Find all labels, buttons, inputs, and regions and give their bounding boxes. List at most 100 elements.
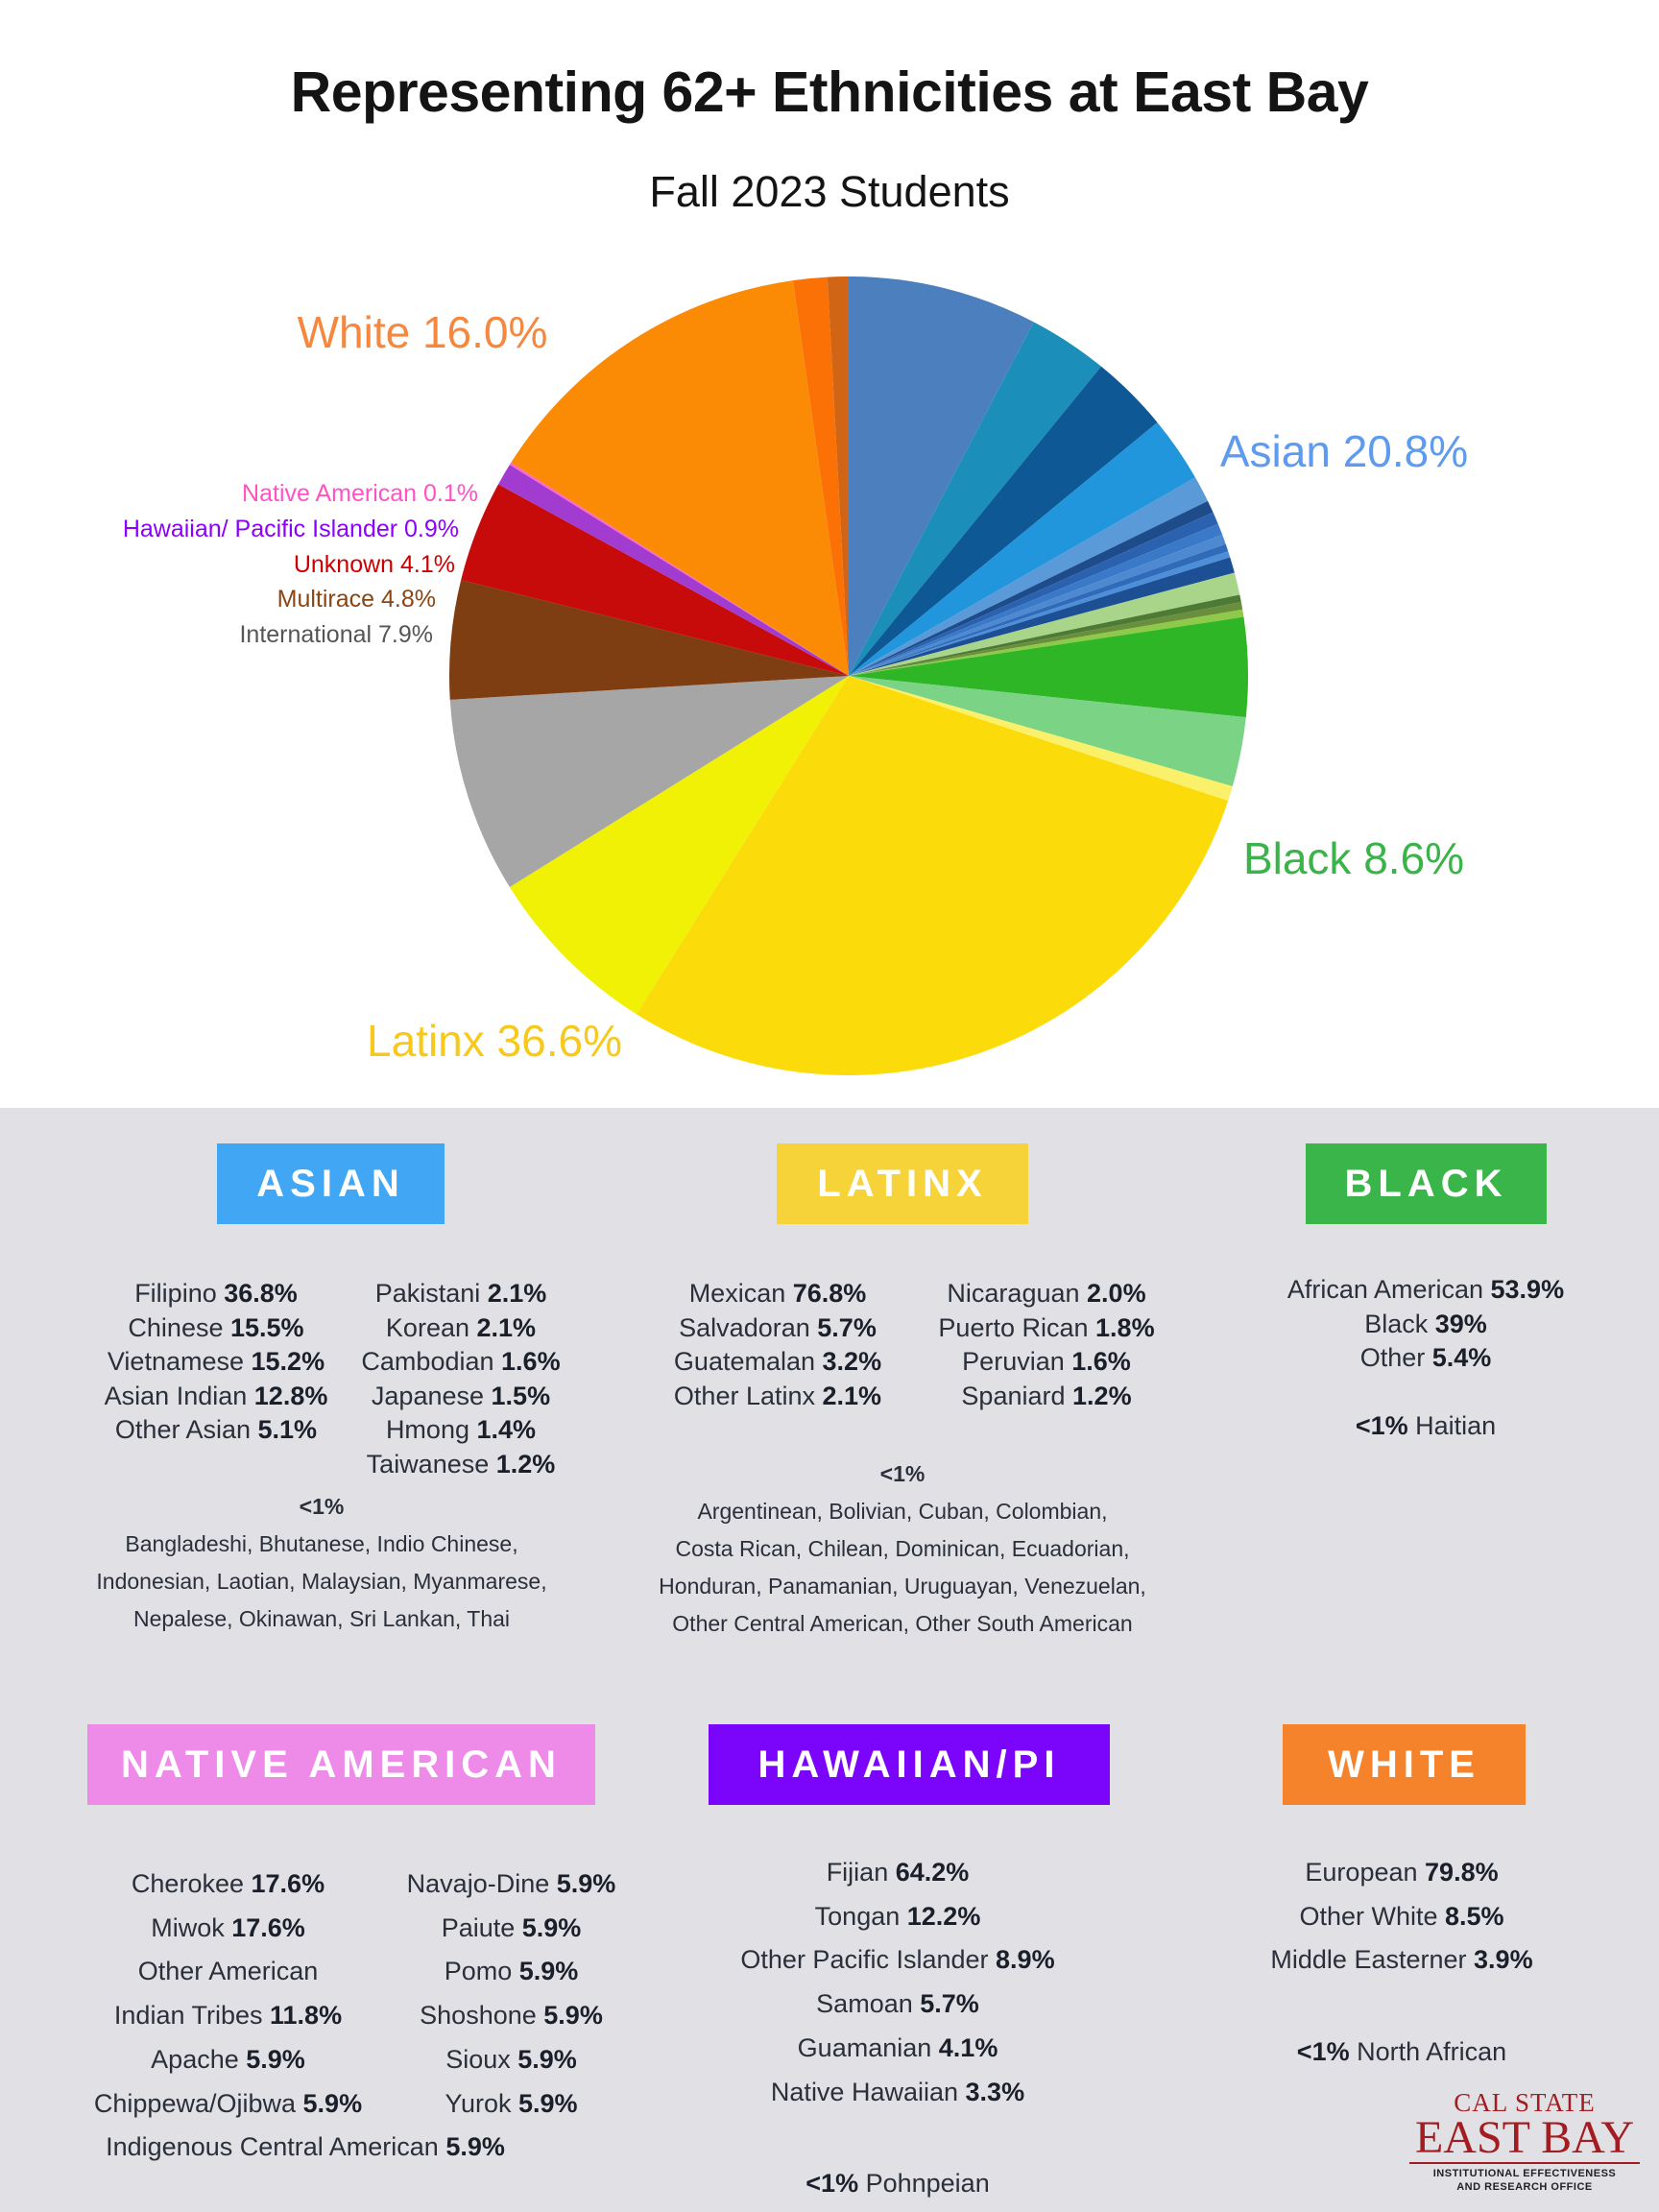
native-american-name: Indigenous Central American: [106, 2132, 439, 2161]
hawaiian-pi-under-1pct-label: <1%: [805, 2169, 859, 2199]
asian-column-2: Pakistani 2.1% Korean 2.1% Cambodian 1.6% J…: [346, 1277, 576, 1481]
hawaiian-pi-row: Native Hawaiian 3.3%: [706, 2071, 1090, 2115]
pie-slice-asian-11: [849, 557, 1235, 676]
hawaiian-pi-percent: 4.1%: [938, 2032, 998, 2062]
pie-slice-black-0: [849, 572, 1240, 676]
hawaiian-pi-percent: 3.3%: [965, 2077, 1025, 2106]
white-percent: 3.9%: [1474, 1945, 1533, 1975]
asian-row: Asian Indian 12.8%: [86, 1380, 346, 1414]
native-american-header: NATIVE AMERICAN: [87, 1724, 595, 1805]
latinx-under-1pct-heading: <1%: [879, 1461, 926, 1486]
asian-under-1pct-line: Nepalese, Okinawan, Sri Lankan, Thai: [132, 1606, 511, 1631]
pie-slice-asian-5: [849, 500, 1214, 676]
asian-name: Japanese: [371, 1381, 485, 1410]
native-american-row: Yurok 5.9%: [389, 2082, 634, 2127]
latinx-percent: 1.2%: [1072, 1381, 1132, 1410]
latinx-percent: 1.8%: [1095, 1312, 1155, 1342]
pie-chart: White 16.0% Asian 20.8% Black 8.6% Latinx 3…: [123, 276, 1468, 1076]
white-under-1pct: <1% North African: [1229, 2031, 1575, 2075]
white-row: Other White 8.5%: [1229, 1895, 1575, 1939]
black-row: African American 53.9%: [1238, 1273, 1613, 1308]
latinx-header: LATINX: [777, 1143, 1028, 1224]
pie-slice-asian-8: [849, 534, 1226, 676]
logo-line-3: INSTITUTIONAL EFFECTIVENESS: [1432, 2168, 1617, 2179]
native-american-row: Apache 5.9%: [67, 2038, 389, 2082]
native-american-name: Indian Tribes: [113, 2001, 263, 2031]
latinx-row: Salvadoran 5.7%: [643, 1311, 912, 1346]
native-american-row: Indian Tribes 11.8%: [67, 1994, 389, 2038]
black-under-1pct-name: Haitian: [1415, 1410, 1497, 1440]
pie-slice-hawaiian-pacific-islander-0: [498, 465, 849, 676]
pie-slice-asian-6: [849, 512, 1218, 676]
asian-percent: 1.6%: [501, 1347, 561, 1376]
pie-chart-area: White 16.0% Asian 20.8% Black 8.6% Latinx 3…: [123, 276, 1468, 1076]
pie-slice-asian-4: [849, 477, 1208, 676]
white-header: WHITE: [1283, 1724, 1526, 1805]
slice-label-black: Black 8.6%: [1243, 833, 1464, 883]
latinx-name: Spaniard: [961, 1381, 1066, 1410]
logo-divider: [1409, 2162, 1640, 2164]
native-american-row: Paiute 5.9%: [389, 1907, 634, 1951]
black-list: African American 53.9% Black 39% Other 5.4…: [1238, 1273, 1613, 1443]
pie-slice-black-3: [849, 609, 1244, 676]
black-name: Other: [1359, 1343, 1426, 1372]
hawaiian-pi-row: Guamanian 4.1%: [706, 2027, 1090, 2071]
white-percent: 8.5%: [1445, 1901, 1504, 1931]
native-american-percent: 17.6%: [231, 1912, 305, 1942]
black-under-1pct-label: <1%: [1355, 1410, 1408, 1440]
asian-column-1: Filipino 36.8% Chinese 15.5% Vietnamese 15…: [86, 1277, 346, 1448]
asian-name: Other Asian: [114, 1415, 251, 1444]
hawaiian-pi-list: Fijian 64.2% Tongan 12.2% Other Pacific Is…: [706, 1851, 1090, 2206]
asian-row: Other Asian 5.1%: [86, 1413, 346, 1448]
latinx-row: Puerto Rican 1.8%: [912, 1311, 1181, 1346]
native-american-name: Pomo: [444, 1957, 513, 1986]
pie-slice-asian-2: [849, 366, 1158, 676]
asian-percent: 1.4%: [476, 1415, 537, 1444]
asian-percent: 5.1%: [257, 1415, 318, 1444]
native-american-percent: 5.9%: [543, 2001, 603, 2031]
asian-row: Japanese 1.5%: [346, 1380, 576, 1414]
asian-name: Filipino: [134, 1279, 217, 1308]
latinx-under-1pct-line: Argentinean, Bolivian, Cuban, Colombian,: [697, 1499, 1108, 1524]
native-american-percent: 5.9%: [521, 1912, 582, 1942]
latinx-percent: 76.8%: [792, 1279, 867, 1308]
native-american-row: Miwok 17.6%: [67, 1907, 389, 1951]
native-american-name: Miwok: [151, 1912, 225, 1942]
pie-slice-asian-1: [849, 322, 1101, 676]
asian-header: ASIAN: [217, 1143, 445, 1224]
native-american-percent: 17.6%: [251, 1869, 325, 1898]
asian-percent: 36.8%: [224, 1279, 298, 1308]
asian-row: Taiwanese 1.2%: [346, 1448, 576, 1482]
native-american-last-row: Indigenous Central American 5.9%: [75, 2126, 536, 2170]
latinx-row: Spaniard 1.2%: [912, 1380, 1181, 1414]
hawaiian-pi-row: Fijian 64.2%: [706, 1851, 1090, 1895]
native-american-row: Indigenous Central American 5.9%: [75, 2126, 536, 2170]
latinx-row: Guatemalan 3.2%: [643, 1345, 912, 1380]
asian-row: Filipino 36.8%: [86, 1277, 346, 1311]
slice-label-white: White 16.0%: [298, 307, 548, 357]
white-name: Other White: [1299, 1901, 1438, 1931]
white-row: European 79.8%: [1229, 1851, 1575, 1895]
asian-percent: 2.1%: [476, 1312, 537, 1342]
latinx-name: Other Latinx: [673, 1381, 815, 1410]
asian-percent: 2.1%: [487, 1279, 547, 1308]
black-percent: 53.9%: [1490, 1275, 1565, 1304]
latinx-percent: 3.2%: [822, 1347, 882, 1376]
white-under-1pct-label: <1%: [1296, 2037, 1350, 2067]
chart-subtitle: Fall 2023 Students: [649, 167, 1010, 216]
latinx-row: Other Latinx 2.1%: [643, 1380, 912, 1414]
pie-slice-asian-3: [849, 422, 1196, 676]
pie-slice-international-0: [449, 676, 849, 887]
asian-name: Asian Indian: [104, 1381, 248, 1410]
asian-percent: 15.2%: [251, 1347, 325, 1376]
pie-slice-white-1: [792, 276, 849, 676]
asian-percent: 12.8%: [253, 1381, 328, 1410]
hawaiian-pi-header: HAWAIIAN/PI: [709, 1724, 1110, 1805]
native-american-row: Other American: [67, 1950, 389, 1994]
native-american-percent: 5.9%: [302, 2088, 363, 2118]
native-american-name: Chippewa/Ojibwa: [93, 2088, 297, 2118]
black-percent: 5.4%: [1431, 1343, 1492, 1372]
asian-name: Chinese: [128, 1312, 224, 1342]
latinx-percent: 1.6%: [1071, 1347, 1131, 1376]
pie-slice-native-american-0: [509, 462, 849, 676]
